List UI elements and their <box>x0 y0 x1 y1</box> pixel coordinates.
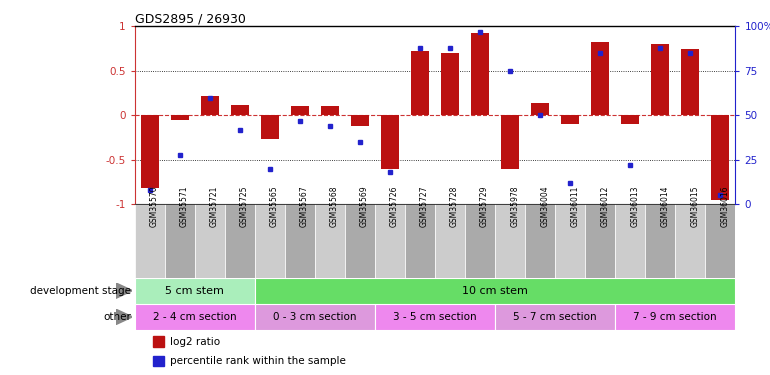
Bar <box>345 204 375 278</box>
Bar <box>495 304 615 330</box>
Bar <box>405 204 435 278</box>
Text: GSM35568: GSM35568 <box>330 186 339 227</box>
Bar <box>152 356 163 366</box>
Bar <box>621 116 639 124</box>
Bar <box>591 42 609 116</box>
Bar <box>321 106 339 116</box>
Bar <box>561 116 579 124</box>
Bar <box>201 96 219 116</box>
Text: GSM35726: GSM35726 <box>390 186 399 227</box>
Text: GSM36013: GSM36013 <box>630 186 639 227</box>
Polygon shape <box>116 309 132 325</box>
Text: GSM35721: GSM35721 <box>209 186 219 227</box>
Text: 5 cm stem: 5 cm stem <box>166 286 224 296</box>
Bar <box>231 105 249 116</box>
Text: 3 - 5 cm section: 3 - 5 cm section <box>393 312 477 322</box>
Text: 0 - 3 cm section: 0 - 3 cm section <box>273 312 357 322</box>
Bar <box>135 304 255 330</box>
Bar <box>135 204 165 278</box>
Text: GSM35978: GSM35978 <box>510 186 519 227</box>
Text: GSM36011: GSM36011 <box>570 186 579 227</box>
Bar <box>441 53 459 116</box>
Text: GSM35725: GSM35725 <box>240 186 249 227</box>
Bar <box>411 51 429 116</box>
Bar <box>195 204 225 278</box>
Bar <box>291 106 309 116</box>
Bar <box>135 278 255 304</box>
Bar <box>465 204 495 278</box>
Text: log2 ratio: log2 ratio <box>169 337 219 347</box>
Polygon shape <box>116 283 132 298</box>
Bar <box>141 116 159 188</box>
Bar <box>615 304 735 330</box>
Bar <box>471 33 489 116</box>
Text: GSM36014: GSM36014 <box>660 186 669 227</box>
Bar <box>531 103 549 116</box>
Bar <box>495 204 525 278</box>
Bar <box>651 44 669 116</box>
Bar <box>525 204 555 278</box>
Text: GDS2895 / 26930: GDS2895 / 26930 <box>135 12 246 25</box>
Bar <box>375 304 495 330</box>
Bar <box>711 116 729 200</box>
Bar <box>501 116 519 169</box>
Text: 2 - 4 cm section: 2 - 4 cm section <box>153 312 236 322</box>
Text: other: other <box>103 312 131 322</box>
Bar <box>645 204 675 278</box>
Bar <box>315 204 345 278</box>
Text: 7 - 9 cm section: 7 - 9 cm section <box>634 312 717 322</box>
Text: percentile rank within the sample: percentile rank within the sample <box>169 357 346 366</box>
Text: 10 cm stem: 10 cm stem <box>462 286 528 296</box>
Bar <box>681 48 699 116</box>
Text: GSM35727: GSM35727 <box>420 186 429 227</box>
Bar <box>285 204 315 278</box>
Bar <box>555 204 585 278</box>
Bar <box>351 116 369 126</box>
Text: GSM35570: GSM35570 <box>149 186 159 227</box>
Bar <box>261 116 279 140</box>
Bar <box>375 204 405 278</box>
Text: GSM35565: GSM35565 <box>270 186 279 227</box>
Bar <box>165 204 195 278</box>
Text: development stage: development stage <box>30 286 131 296</box>
Bar <box>171 116 189 120</box>
Bar <box>705 204 735 278</box>
Bar <box>435 204 465 278</box>
Bar <box>675 204 705 278</box>
Text: GSM35729: GSM35729 <box>480 186 489 227</box>
Text: GSM36016: GSM36016 <box>721 186 729 227</box>
Bar <box>152 336 163 346</box>
Bar <box>255 304 375 330</box>
Text: GSM35571: GSM35571 <box>180 186 189 227</box>
Bar <box>225 204 255 278</box>
Text: GSM35569: GSM35569 <box>360 186 369 227</box>
Text: GSM35728: GSM35728 <box>450 186 459 227</box>
Bar <box>255 278 735 304</box>
Text: GSM36015: GSM36015 <box>691 186 699 227</box>
Text: 5 - 7 cm section: 5 - 7 cm section <box>514 312 597 322</box>
Bar <box>615 204 645 278</box>
Text: GSM36004: GSM36004 <box>541 186 549 227</box>
Text: GSM36012: GSM36012 <box>601 186 609 227</box>
Bar <box>255 204 285 278</box>
Bar <box>585 204 615 278</box>
Bar <box>381 116 399 169</box>
Text: GSM35567: GSM35567 <box>300 186 309 227</box>
